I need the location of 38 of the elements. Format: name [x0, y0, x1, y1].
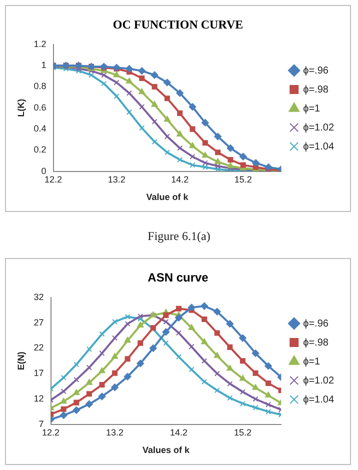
y-tick-label: 12: [34, 393, 44, 404]
y-tick-label: 22: [34, 342, 44, 353]
legend-label: ϕ=.98: [303, 337, 329, 348]
y-tick-label: 0.2: [34, 144, 46, 155]
y-tick-label: 0: [41, 166, 46, 176]
x-tick-label: 13.2: [106, 427, 124, 438]
legend-label: ϕ=1.04: [303, 394, 334, 406]
x-axis-title: Value of k: [146, 192, 190, 202]
y-tick-label: 0.6: [34, 102, 46, 112]
y-axis-title: L(K): [16, 98, 26, 117]
x-tick-label: 12.2: [44, 174, 62, 184]
y-tick-label: 0.4: [34, 124, 46, 134]
x-tick-label: 14.2: [170, 427, 188, 438]
x-tick-label: 15.2: [234, 427, 252, 438]
chart-title: OC FUNCTION CURVE: [112, 17, 244, 32]
y-axis-title: E(N): [16, 352, 26, 370]
y-tick-label: 1: [41, 60, 46, 70]
y-tick-label: 7: [38, 418, 44, 429]
caption: Figure 6.1(a): [146, 229, 212, 244]
legend-label: ϕ=1: [303, 356, 321, 368]
legend-label: ϕ=1.02: [303, 375, 334, 386]
y-tick-label: 17: [34, 368, 44, 378]
y-tick-label: 32: [34, 292, 44, 302]
y-tick-label: 0.8: [34, 81, 46, 92]
legend-label: ϕ=1.02: [303, 122, 334, 134]
y-tick-label: 1.2: [34, 38, 46, 49]
legend-label: ϕ=.98: [303, 84, 329, 96]
legend-label: ϕ=.96: [303, 65, 329, 76]
x-tick-label: 13.2: [108, 174, 126, 184]
legend-label: ϕ=1.04: [303, 141, 334, 152]
legend-label: ϕ=.96: [303, 318, 329, 330]
legend-label: ϕ=1: [303, 103, 321, 114]
x-axis-title: Values of k: [142, 445, 190, 456]
x-tick-label: 15.2: [234, 174, 252, 184]
x-tick-label: 12.2: [42, 427, 60, 438]
x-tick-label: 14.2: [171, 174, 189, 184]
chart-title: ASN curve: [148, 270, 209, 285]
y-tick-label: 27: [34, 317, 44, 328]
